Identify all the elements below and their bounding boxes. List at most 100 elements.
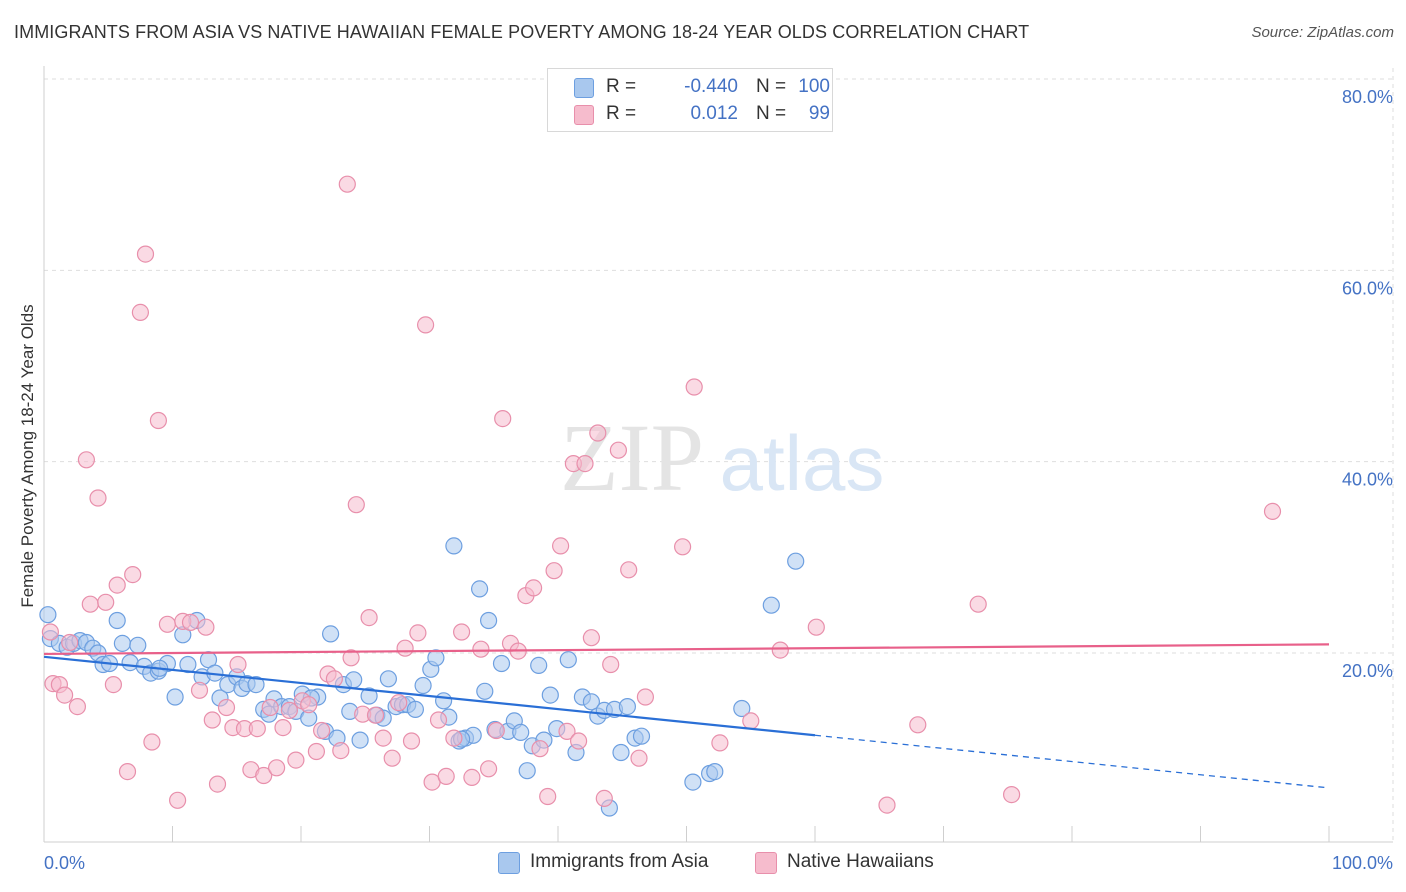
r-value: -0.440 — [684, 76, 738, 97]
data-point — [124, 565, 142, 584]
data-point — [595, 789, 613, 808]
r-value: 0.012 — [690, 103, 738, 124]
data-point — [190, 681, 209, 699]
data-point — [684, 773, 702, 791]
data-point — [487, 721, 505, 740]
data-point — [878, 796, 896, 814]
data-point — [379, 670, 397, 688]
data-point — [909, 716, 927, 734]
data-point — [342, 649, 360, 667]
data-point — [208, 775, 227, 793]
legend-swatch-blue — [498, 852, 520, 874]
legend-swatch-blue — [574, 78, 594, 98]
data-point — [181, 613, 200, 632]
data-point — [492, 654, 511, 673]
series-immigrants-from-asia — [39, 537, 805, 817]
data-point — [268, 759, 286, 777]
data-point — [325, 670, 343, 688]
data-point — [217, 698, 236, 717]
data-point — [427, 649, 445, 667]
data-point — [55, 686, 74, 704]
data-point — [539, 787, 557, 806]
data-point — [480, 760, 498, 778]
data-point — [742, 712, 760, 730]
n-label: N = — [756, 103, 787, 124]
data-point — [360, 687, 378, 705]
data-point — [255, 766, 273, 785]
data-point — [406, 700, 424, 719]
data-point — [121, 653, 139, 672]
data-point — [108, 611, 126, 630]
data-point — [81, 595, 99, 613]
tick-labels: 20.0% 40.0% 60.0% 80.0% 0.0% 100.0% — [44, 87, 1393, 873]
data-point — [113, 634, 132, 653]
data-point — [332, 741, 350, 760]
y-tick-label: 40.0% — [1342, 470, 1393, 490]
data-point — [445, 729, 463, 747]
data-point — [322, 625, 340, 643]
data-point — [569, 732, 588, 750]
data-point — [203, 711, 221, 729]
data-point — [582, 629, 601, 647]
data-point — [1002, 785, 1021, 804]
data-point — [158, 615, 176, 633]
axes — [43, 66, 1393, 843]
data-point — [541, 686, 559, 704]
data-point — [618, 697, 637, 716]
data-point — [108, 576, 126, 594]
data-point — [471, 580, 489, 598]
legend-label-hawaiians: Native Hawaiians — [787, 851, 934, 872]
n-value: 100 — [798, 76, 830, 97]
data-point — [711, 734, 729, 752]
data-point — [143, 733, 161, 751]
data-point — [612, 743, 630, 762]
data-point — [402, 732, 421, 750]
r-label: R = — [606, 76, 637, 97]
chart-title: IMMIGRANTS FROM ASIA VS NATIVE HAWAIIAN … — [14, 22, 1030, 42]
data-point — [97, 593, 115, 611]
data-point — [589, 424, 607, 442]
data-point — [706, 762, 724, 781]
data-point — [551, 537, 570, 555]
correlation-legend: R = -0.440 N = 100 R = 0.012 N = 99 — [547, 68, 833, 132]
data-point — [414, 676, 432, 695]
data-point — [229, 655, 247, 674]
data-point — [969, 595, 987, 613]
data-point — [41, 623, 60, 641]
data-point — [559, 651, 577, 669]
data-point — [1263, 502, 1282, 520]
data-point — [632, 727, 651, 745]
trend-line-asia — [43, 655, 816, 737]
data-point — [313, 721, 331, 740]
data-point — [131, 303, 149, 321]
x-tick-label: 0.0% — [44, 853, 85, 873]
data-point — [673, 538, 692, 556]
data-point — [345, 671, 363, 689]
data-point — [576, 455, 594, 473]
r-label: R = — [606, 103, 637, 124]
series-legend: Immigrants from Asia Native Hawaiians — [0, 851, 1406, 877]
data-point — [437, 767, 455, 786]
data-point — [300, 696, 318, 714]
data-point — [636, 688, 655, 706]
trend-line-asia-extrapolated — [814, 734, 1330, 789]
data-point — [476, 682, 494, 700]
data-point — [733, 699, 751, 718]
data-point — [453, 623, 471, 641]
data-point — [582, 693, 601, 711]
data-point — [609, 441, 628, 459]
data-point — [338, 175, 356, 193]
series-native-hawaiians — [41, 175, 1282, 814]
data-point — [494, 410, 512, 428]
y-tick-label: 60.0% — [1342, 278, 1393, 298]
data-point — [685, 378, 703, 396]
data-point — [169, 791, 187, 809]
data-point — [807, 618, 825, 636]
data-point — [787, 552, 805, 570]
data-point — [77, 451, 96, 469]
data-point — [630, 749, 648, 767]
data-point — [374, 729, 392, 747]
data-point — [429, 711, 448, 729]
data-point — [307, 742, 325, 761]
